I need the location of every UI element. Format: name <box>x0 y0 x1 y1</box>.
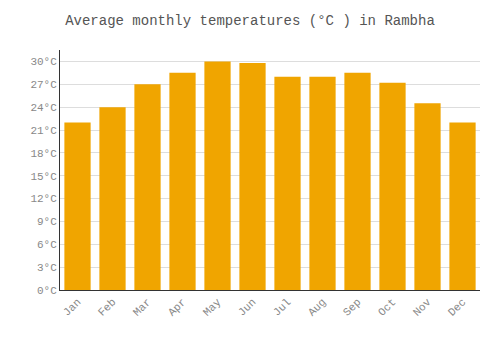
svg-text:15°C: 15°C <box>30 171 57 183</box>
svg-text:30°C: 30°C <box>30 56 57 68</box>
svg-text:Jul: Jul <box>271 296 293 318</box>
svg-text:3°C: 3°C <box>37 262 57 274</box>
svg-text:Jun: Jun <box>236 296 258 318</box>
svg-text:May: May <box>201 296 224 319</box>
svg-text:12°C: 12°C <box>30 193 57 205</box>
svg-text:Oct: Oct <box>376 296 398 318</box>
svg-text:Nov: Nov <box>411 296 434 319</box>
svg-text:21°C: 21°C <box>30 125 57 137</box>
svg-text:Jan: Jan <box>61 296 83 318</box>
svg-text:9°C: 9°C <box>37 216 57 228</box>
svg-text:18°C: 18°C <box>30 148 57 160</box>
svg-text:Sep: Sep <box>341 296 363 318</box>
svg-text:Dec: Dec <box>446 296 468 318</box>
svg-text:Average monthly temperatures (: Average monthly temperatures (°C ) in Ra… <box>65 13 435 29</box>
svg-text:27°C: 27°C <box>30 79 57 91</box>
svg-text:Feb: Feb <box>96 296 118 318</box>
svg-text:6°C: 6°C <box>37 239 57 251</box>
svg-text:Mar: Mar <box>131 296 153 318</box>
svg-text:Apr: Apr <box>166 296 188 318</box>
svg-text:0°C: 0°C <box>37 285 57 297</box>
svg-text:24°C: 24°C <box>30 102 57 114</box>
svg-text:Aug: Aug <box>306 296 328 318</box>
